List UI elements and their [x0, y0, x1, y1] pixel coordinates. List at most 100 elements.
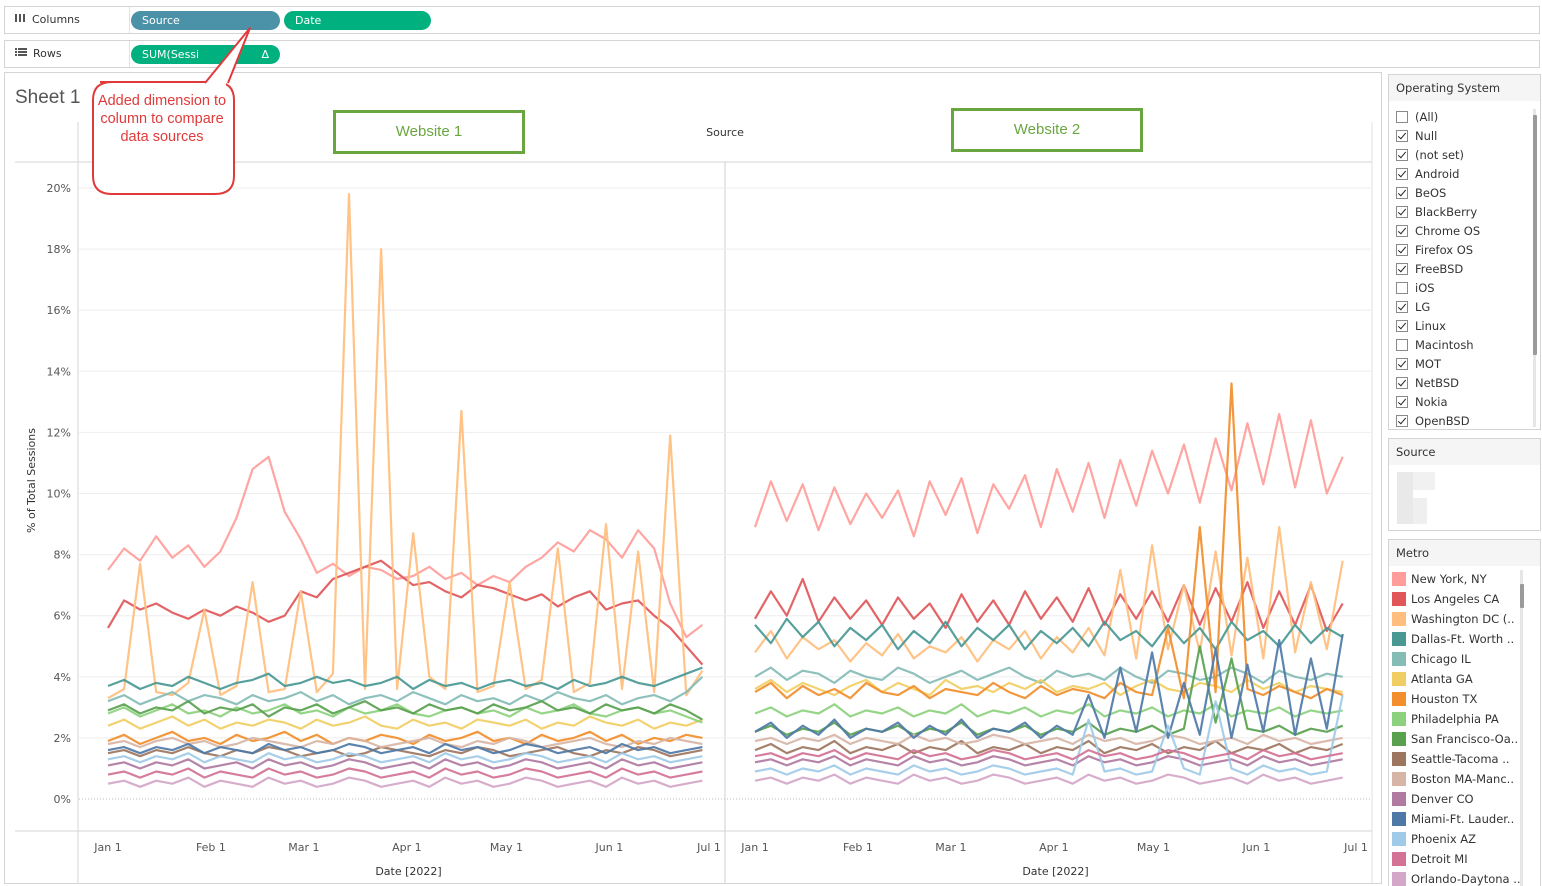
checkbox-checked-icon[interactable] — [1396, 262, 1408, 275]
series-line[interactable] — [107, 730, 703, 746]
date-pill[interactable]: Date — [284, 11, 431, 30]
checkbox-checked-icon[interactable] — [1396, 224, 1408, 237]
checkbox-unchecked-icon[interactable] — [1396, 110, 1408, 123]
series-line[interactable] — [107, 715, 703, 730]
metro-legend-item[interactable]: Los Angeles CA — [1389, 589, 1540, 609]
series-line[interactable] — [754, 773, 1343, 785]
metro-legend-item[interactable]: Detroit MI — [1389, 849, 1540, 869]
series-line[interactable] — [754, 733, 1343, 746]
metro-legend-item[interactable]: Seattle-Tacoma .. — [1389, 749, 1540, 769]
os-filter-item[interactable]: Android — [1389, 164, 1540, 183]
os-filter-item[interactable]: Macintosh — [1389, 335, 1540, 354]
os-filter-item[interactable]: (All) — [1389, 107, 1540, 126]
series-line[interactable] — [754, 755, 1343, 767]
metro-scroll-track[interactable] — [1520, 570, 1523, 886]
checkbox-unchecked-icon[interactable] — [1396, 338, 1408, 351]
checkbox-checked-icon[interactable] — [1396, 167, 1408, 180]
sum-sessions-pill[interactable]: SUM(Sessi Δ — [131, 45, 280, 64]
os-scrollbar-thumb[interactable] — [1533, 115, 1537, 355]
os-filter-item[interactable]: Null — [1389, 126, 1540, 145]
series-line[interactable] — [107, 192, 704, 700]
os-filter-item[interactable]: Firefox OS — [1389, 240, 1540, 259]
metro-legend-item[interactable]: Philadelphia PA — [1389, 709, 1540, 729]
os-filter-item[interactable]: iOS — [1389, 278, 1540, 297]
series-line[interactable] — [754, 703, 1343, 718]
metro-legend-item[interactable]: San Francisco-Oa.. — [1389, 729, 1540, 749]
os-filter-item[interactable]: Linux — [1389, 316, 1540, 335]
os-filter-item[interactable]: FreeBSD — [1389, 259, 1540, 278]
y-tick-label: 14% — [47, 365, 71, 378]
chart-canvas: 0% 2% 4% 6% 8% 10% 12% 14% 16% 18% 20% % of Total S… — [15, 122, 1373, 883]
series-line[interactable] — [107, 776, 703, 788]
metro-legend-item-label: Boston MA-Manc.. — [1411, 772, 1514, 786]
os-filter-item[interactable]: Nokia — [1389, 392, 1540, 411]
series-line[interactable] — [754, 382, 1344, 700]
checkbox-checked-icon[interactable] — [1396, 300, 1408, 313]
metro-legend-item[interactable]: Phoenix AZ — [1389, 829, 1540, 849]
checkbox-checked-icon[interactable] — [1396, 148, 1408, 161]
metro-color-swatch — [1392, 592, 1406, 606]
os-filter-item-label: OpenBSD — [1415, 413, 1470, 428]
checkbox-checked-icon[interactable] — [1396, 395, 1408, 408]
os-filter-item[interactable]: (not set) — [1389, 145, 1540, 164]
metro-legend-item[interactable]: Orlando-Daytona .. — [1389, 869, 1540, 886]
checkbox-checked-icon[interactable] — [1396, 414, 1408, 427]
metro-scrollbar-thumb[interactable] — [1520, 584, 1524, 608]
checkbox-checked-icon[interactable] — [1396, 357, 1408, 370]
os-filter-item[interactable]: OpenBSD — [1389, 411, 1540, 429]
series-line[interactable] — [107, 700, 703, 721]
series-line[interactable] — [107, 742, 703, 755]
os-filter-item[interactable]: NetBSD — [1389, 373, 1540, 392]
series-line[interactable] — [107, 758, 703, 770]
columns-shelf[interactable]: Columns Source Date — [4, 6, 1540, 34]
series-line[interactable] — [754, 633, 1344, 740]
y-tick-label: 10% — [47, 488, 71, 501]
checkbox-checked-icon[interactable] — [1396, 319, 1408, 332]
series-line[interactable] — [753, 413, 1344, 538]
series-line[interactable] — [107, 559, 704, 666]
series-line[interactable] — [754, 748, 1343, 761]
callout-annotation — [92, 27, 251, 195]
checkbox-checked-icon[interactable] — [1396, 376, 1408, 389]
metro-legend-item[interactable]: Washington DC (.. — [1389, 609, 1540, 629]
checkbox-unchecked-icon[interactable] — [1396, 281, 1408, 294]
rows-shelf[interactable]: Rows SUM(Sessi Δ — [4, 40, 1540, 68]
metro-legend-item[interactable]: Atlanta GA — [1389, 669, 1540, 689]
y-tick-label: 0% — [54, 793, 71, 806]
os-filter-item[interactable]: MOT — [1389, 354, 1540, 373]
metro-color-swatch — [1392, 612, 1406, 626]
checkbox-checked-icon[interactable] — [1396, 205, 1408, 218]
metro-color-swatch — [1392, 632, 1406, 646]
metro-legend-item[interactable]: Miami-Ft. Lauder.. — [1389, 809, 1540, 829]
series-line[interactable] — [754, 526, 1344, 663]
os-filter-item-label: Nokia — [1415, 394, 1448, 409]
website-1-annotation: Website 1 — [333, 110, 525, 154]
metro-legend-item[interactable]: Denver CO — [1389, 789, 1540, 809]
checkbox-checked-icon[interactable] — [1396, 129, 1408, 142]
series-line[interactable] — [754, 577, 1344, 633]
metro-legend-item[interactable]: New York, NY — [1389, 569, 1540, 589]
metro-legend-item[interactable]: Houston TX — [1389, 689, 1540, 709]
checkbox-checked-icon[interactable] — [1396, 186, 1408, 199]
series-line[interactable] — [107, 736, 703, 749]
series-line[interactable] — [754, 739, 1344, 755]
series-line[interactable] — [107, 666, 703, 691]
checkbox-checked-icon[interactable] — [1396, 243, 1408, 256]
source-pill[interactable]: Source — [131, 11, 280, 30]
os-filter-item[interactable]: BlackBerry — [1389, 202, 1540, 221]
metro-legend-item[interactable]: Chicago IL — [1389, 649, 1540, 669]
metro-legend-item[interactable]: Dallas-Ft. Worth .. — [1389, 629, 1540, 649]
os-filter-item[interactable]: LG — [1389, 297, 1540, 316]
metro-legend-item[interactable]: Boston MA-Manc.. — [1389, 769, 1540, 789]
os-filter-item[interactable]: Chrome OS — [1389, 221, 1540, 240]
rows-icon — [15, 47, 27, 60]
series-line[interactable] — [754, 666, 1343, 685]
os-filter-item[interactable]: BeOS — [1389, 183, 1540, 202]
series-line[interactable] — [107, 676, 704, 706]
series-line[interactable] — [107, 752, 703, 764]
series-line[interactable] — [754, 694, 1344, 776]
source-filter-items-blurred[interactable] — [1397, 472, 1435, 524]
series-line[interactable] — [107, 767, 703, 779]
series-line[interactable] — [107, 455, 704, 639]
series-line[interactable] — [754, 617, 1344, 651]
